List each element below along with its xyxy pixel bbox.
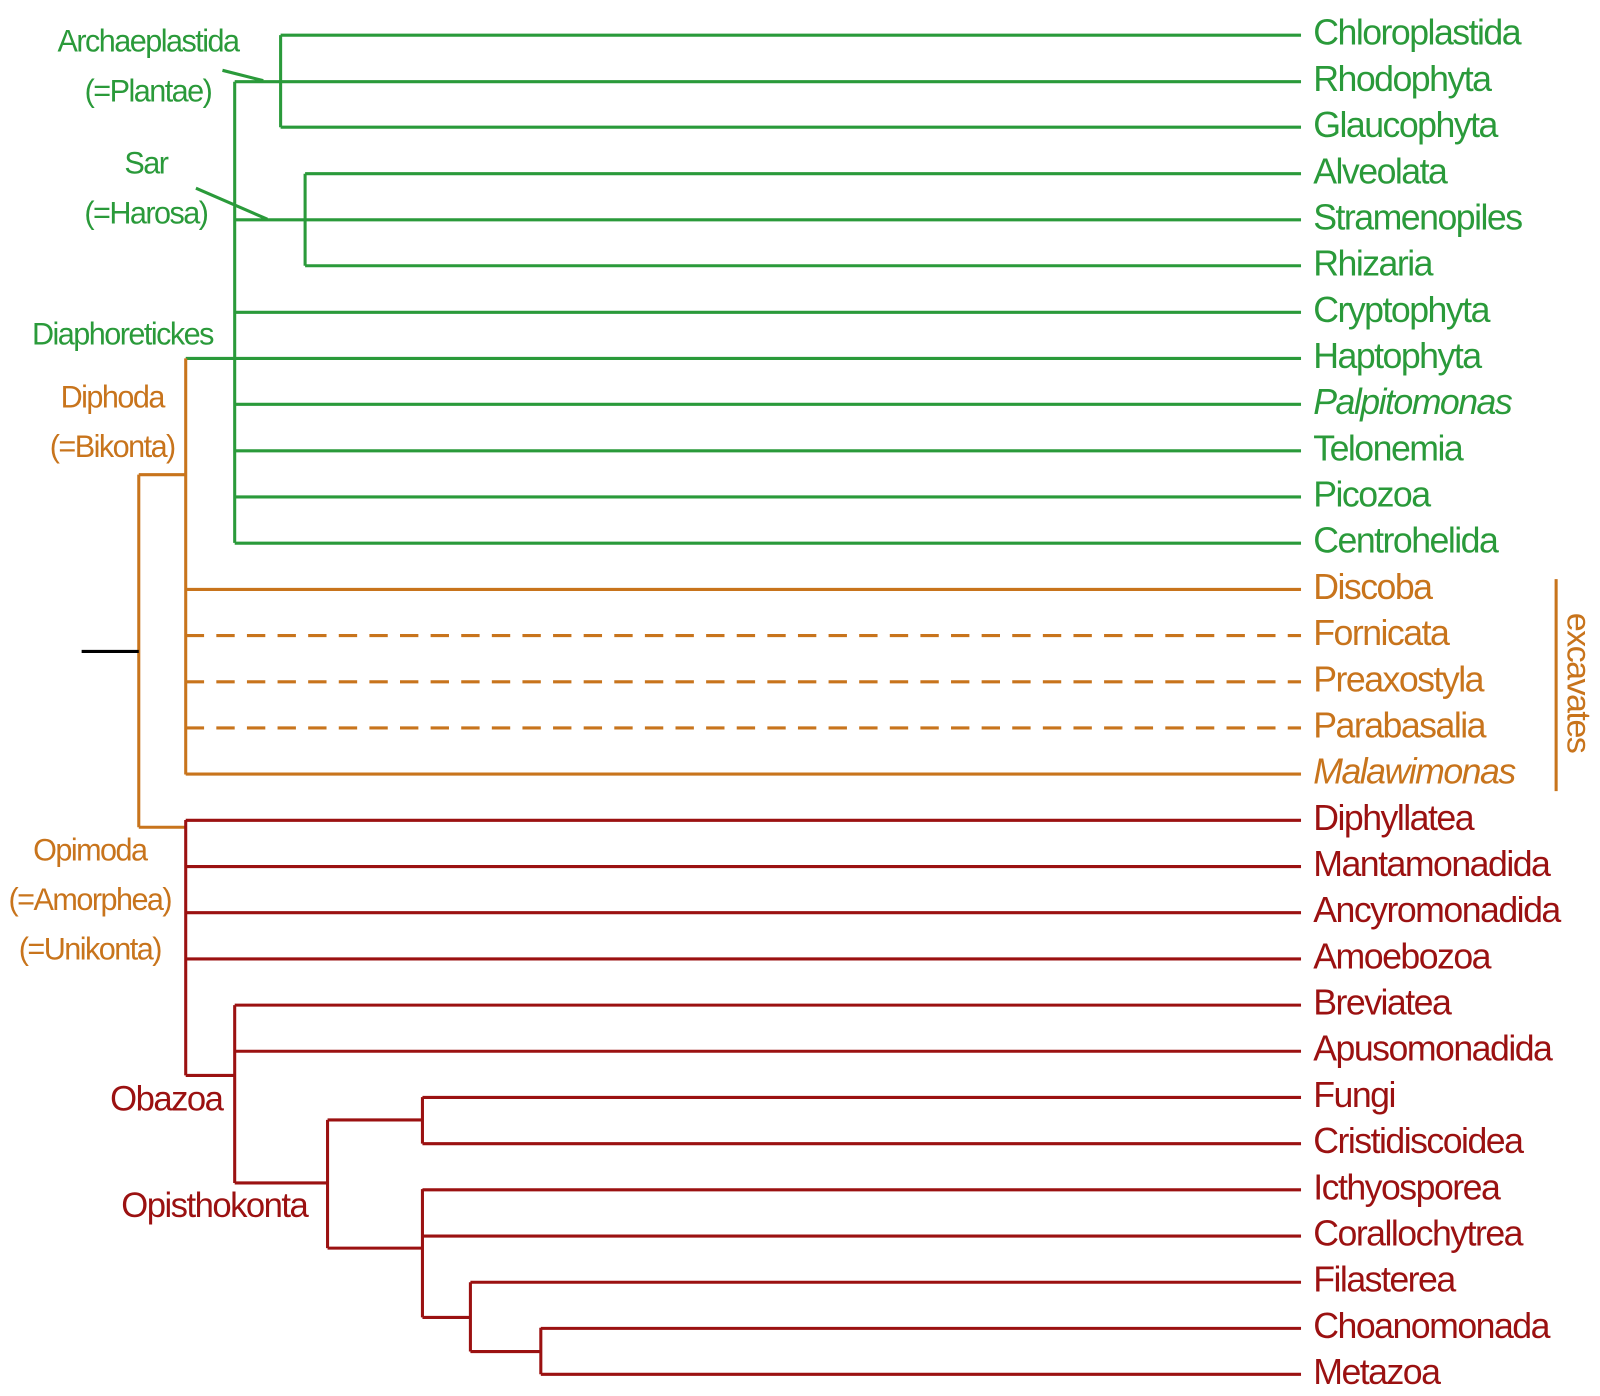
leaf-label: Filasterea [1313,1258,1456,1299]
leaf-label: Preaxostyla [1313,658,1484,699]
leaf-label: Fornicata [1313,612,1450,653]
clade-label: (=Unikonta) [19,931,161,966]
leaf-label: Parabasalia [1313,704,1486,745]
leaf-label: Telonemia [1313,427,1463,468]
leaf-label: Discoba [1313,566,1433,607]
leaf-label: Mantamonadida [1313,843,1551,884]
leaf-label: Picozoa [1313,473,1431,514]
leaf-label: Centrohelida [1313,520,1499,561]
leaf-label: Rhizaria [1313,242,1433,283]
clade-label: Diaphoretickes [32,316,214,351]
leaf-label: Fungi [1313,1074,1395,1115]
leaf-label: Cryptophyta [1313,289,1490,330]
leaf-label: Haptophyta [1313,335,1482,376]
clade-label: (=Plantae) [85,73,212,108]
leaf-label: Cristidiscoidea [1313,1120,1524,1161]
leaf-label: Glaucophyta [1313,104,1498,145]
leaf-label: Choanomonada [1313,1305,1550,1346]
clade-label: Opimoda [33,832,149,867]
clade-label: Diphoda [61,379,167,414]
clade-label: Sar [124,145,168,180]
clade-label: (=Bikonta) [50,429,175,464]
leaf-label: Chloroplastida [1313,12,1521,53]
bracket-label: excavates [1560,613,1598,753]
clade-label: Opisthokonta [121,1186,309,1225]
leaf-label: Diphyllatea [1313,797,1474,838]
leaf-label: Apusomonadida [1313,1028,1553,1069]
leaf-label: Icthyosporea [1313,1166,1501,1207]
clade-label: Obazoa [110,1079,224,1118]
branches [81,33,1558,1376]
leaf-label: Malawimonas [1313,750,1516,791]
leaf-label: Stramenopiles [1313,196,1522,237]
clade-label: Archaeplastida [57,23,240,58]
leaf-label: Alveolata [1313,150,1448,191]
leaf-label: Rhodophyta [1313,58,1492,99]
leaf-label: Metazoa [1313,1351,1441,1392]
clade-label: (=Harosa) [84,195,207,230]
leaf-label: Breviatea [1313,981,1452,1022]
clade-label: (=Amorphea) [9,882,172,917]
leaf-label: Corallochytrea [1313,1212,1523,1253]
leaf-label: Ancyromonadida [1313,889,1561,930]
leaf-labels: Chloroplastida Rhodophyta Glaucophyta Alveo… [1313,12,1563,1393]
leaf-label: Palpitomonas [1313,381,1512,422]
leaf-label: Amoebozoa [1313,935,1491,976]
